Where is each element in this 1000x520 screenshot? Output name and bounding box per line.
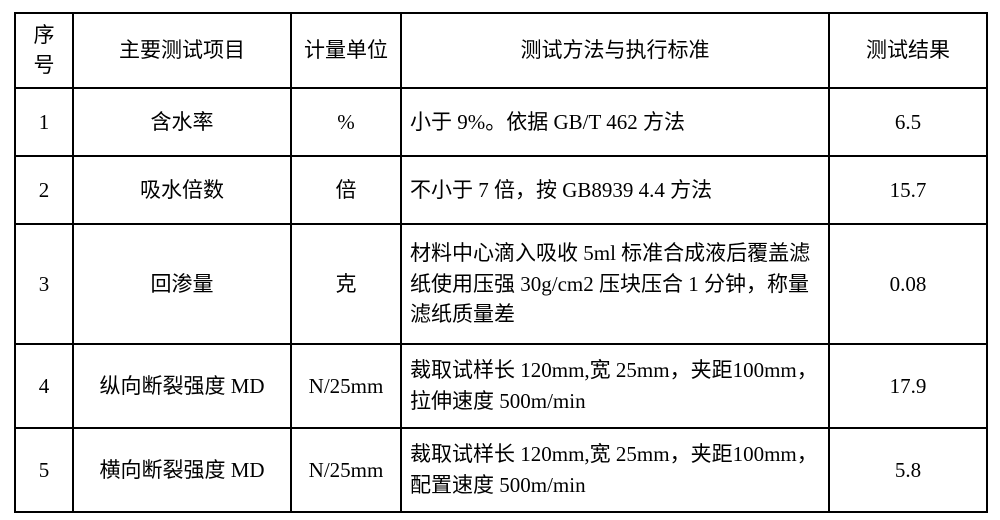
cell-method: 小于 9%。依据 GB/T 462 方法 <box>401 88 829 156</box>
table-row: 1 含水率 % 小于 9%。依据 GB/T 462 方法 6.5 <box>15 88 987 156</box>
cell-unit: N/25mm <box>291 428 401 512</box>
cell-method: 不小于 7 倍，按 GB8939 4.4 方法 <box>401 156 829 224</box>
cell-method: 裁取试样长 120mm,宽 25mm，夹距100mm，配置速度 500m/min <box>401 428 829 512</box>
cell-method: 裁取试样长 120mm,宽 25mm，夹距100mm，拉伸速度 500m/min <box>401 344 829 428</box>
col-header-seq: 序号 <box>15 13 73 88</box>
col-header-method: 测试方法与执行标准 <box>401 13 829 88</box>
cell-result: 5.8 <box>829 428 987 512</box>
cell-item: 纵向断裂强度 MD <box>73 344 291 428</box>
cell-method: 材料中心滴入吸收 5ml 标准合成液后覆盖滤纸使用压强 30g/cm2 压块压合… <box>401 224 829 344</box>
col-header-item: 主要测试项目 <box>73 13 291 88</box>
cell-seq: 2 <box>15 156 73 224</box>
test-results-table: 序号 主要测试项目 计量单位 测试方法与执行标准 测试结果 1 含水率 % 小于… <box>14 12 988 513</box>
cell-unit: N/25mm <box>291 344 401 428</box>
cell-result: 6.5 <box>829 88 987 156</box>
table-row: 3 回渗量 克 材料中心滴入吸收 5ml 标准合成液后覆盖滤纸使用压强 30g/… <box>15 224 987 344</box>
col-header-unit: 计量单位 <box>291 13 401 88</box>
cell-item: 含水率 <box>73 88 291 156</box>
cell-seq: 1 <box>15 88 73 156</box>
cell-unit: 倍 <box>291 156 401 224</box>
cell-result: 15.7 <box>829 156 987 224</box>
cell-unit: 克 <box>291 224 401 344</box>
cell-result: 17.9 <box>829 344 987 428</box>
cell-item: 吸水倍数 <box>73 156 291 224</box>
cell-seq: 4 <box>15 344 73 428</box>
cell-item: 横向断裂强度 MD <box>73 428 291 512</box>
table-header-row: 序号 主要测试项目 计量单位 测试方法与执行标准 测试结果 <box>15 13 987 88</box>
cell-unit: % <box>291 88 401 156</box>
cell-seq: 3 <box>15 224 73 344</box>
page: 序号 主要测试项目 计量单位 测试方法与执行标准 测试结果 1 含水率 % 小于… <box>0 0 1000 520</box>
cell-result: 0.08 <box>829 224 987 344</box>
cell-item: 回渗量 <box>73 224 291 344</box>
table-row: 5 横向断裂强度 MD N/25mm 裁取试样长 120mm,宽 25mm，夹距… <box>15 428 987 512</box>
table-row: 2 吸水倍数 倍 不小于 7 倍，按 GB8939 4.4 方法 15.7 <box>15 156 987 224</box>
col-header-result: 测试结果 <box>829 13 987 88</box>
cell-seq: 5 <box>15 428 73 512</box>
table-row: 4 纵向断裂强度 MD N/25mm 裁取试样长 120mm,宽 25mm，夹距… <box>15 344 987 428</box>
